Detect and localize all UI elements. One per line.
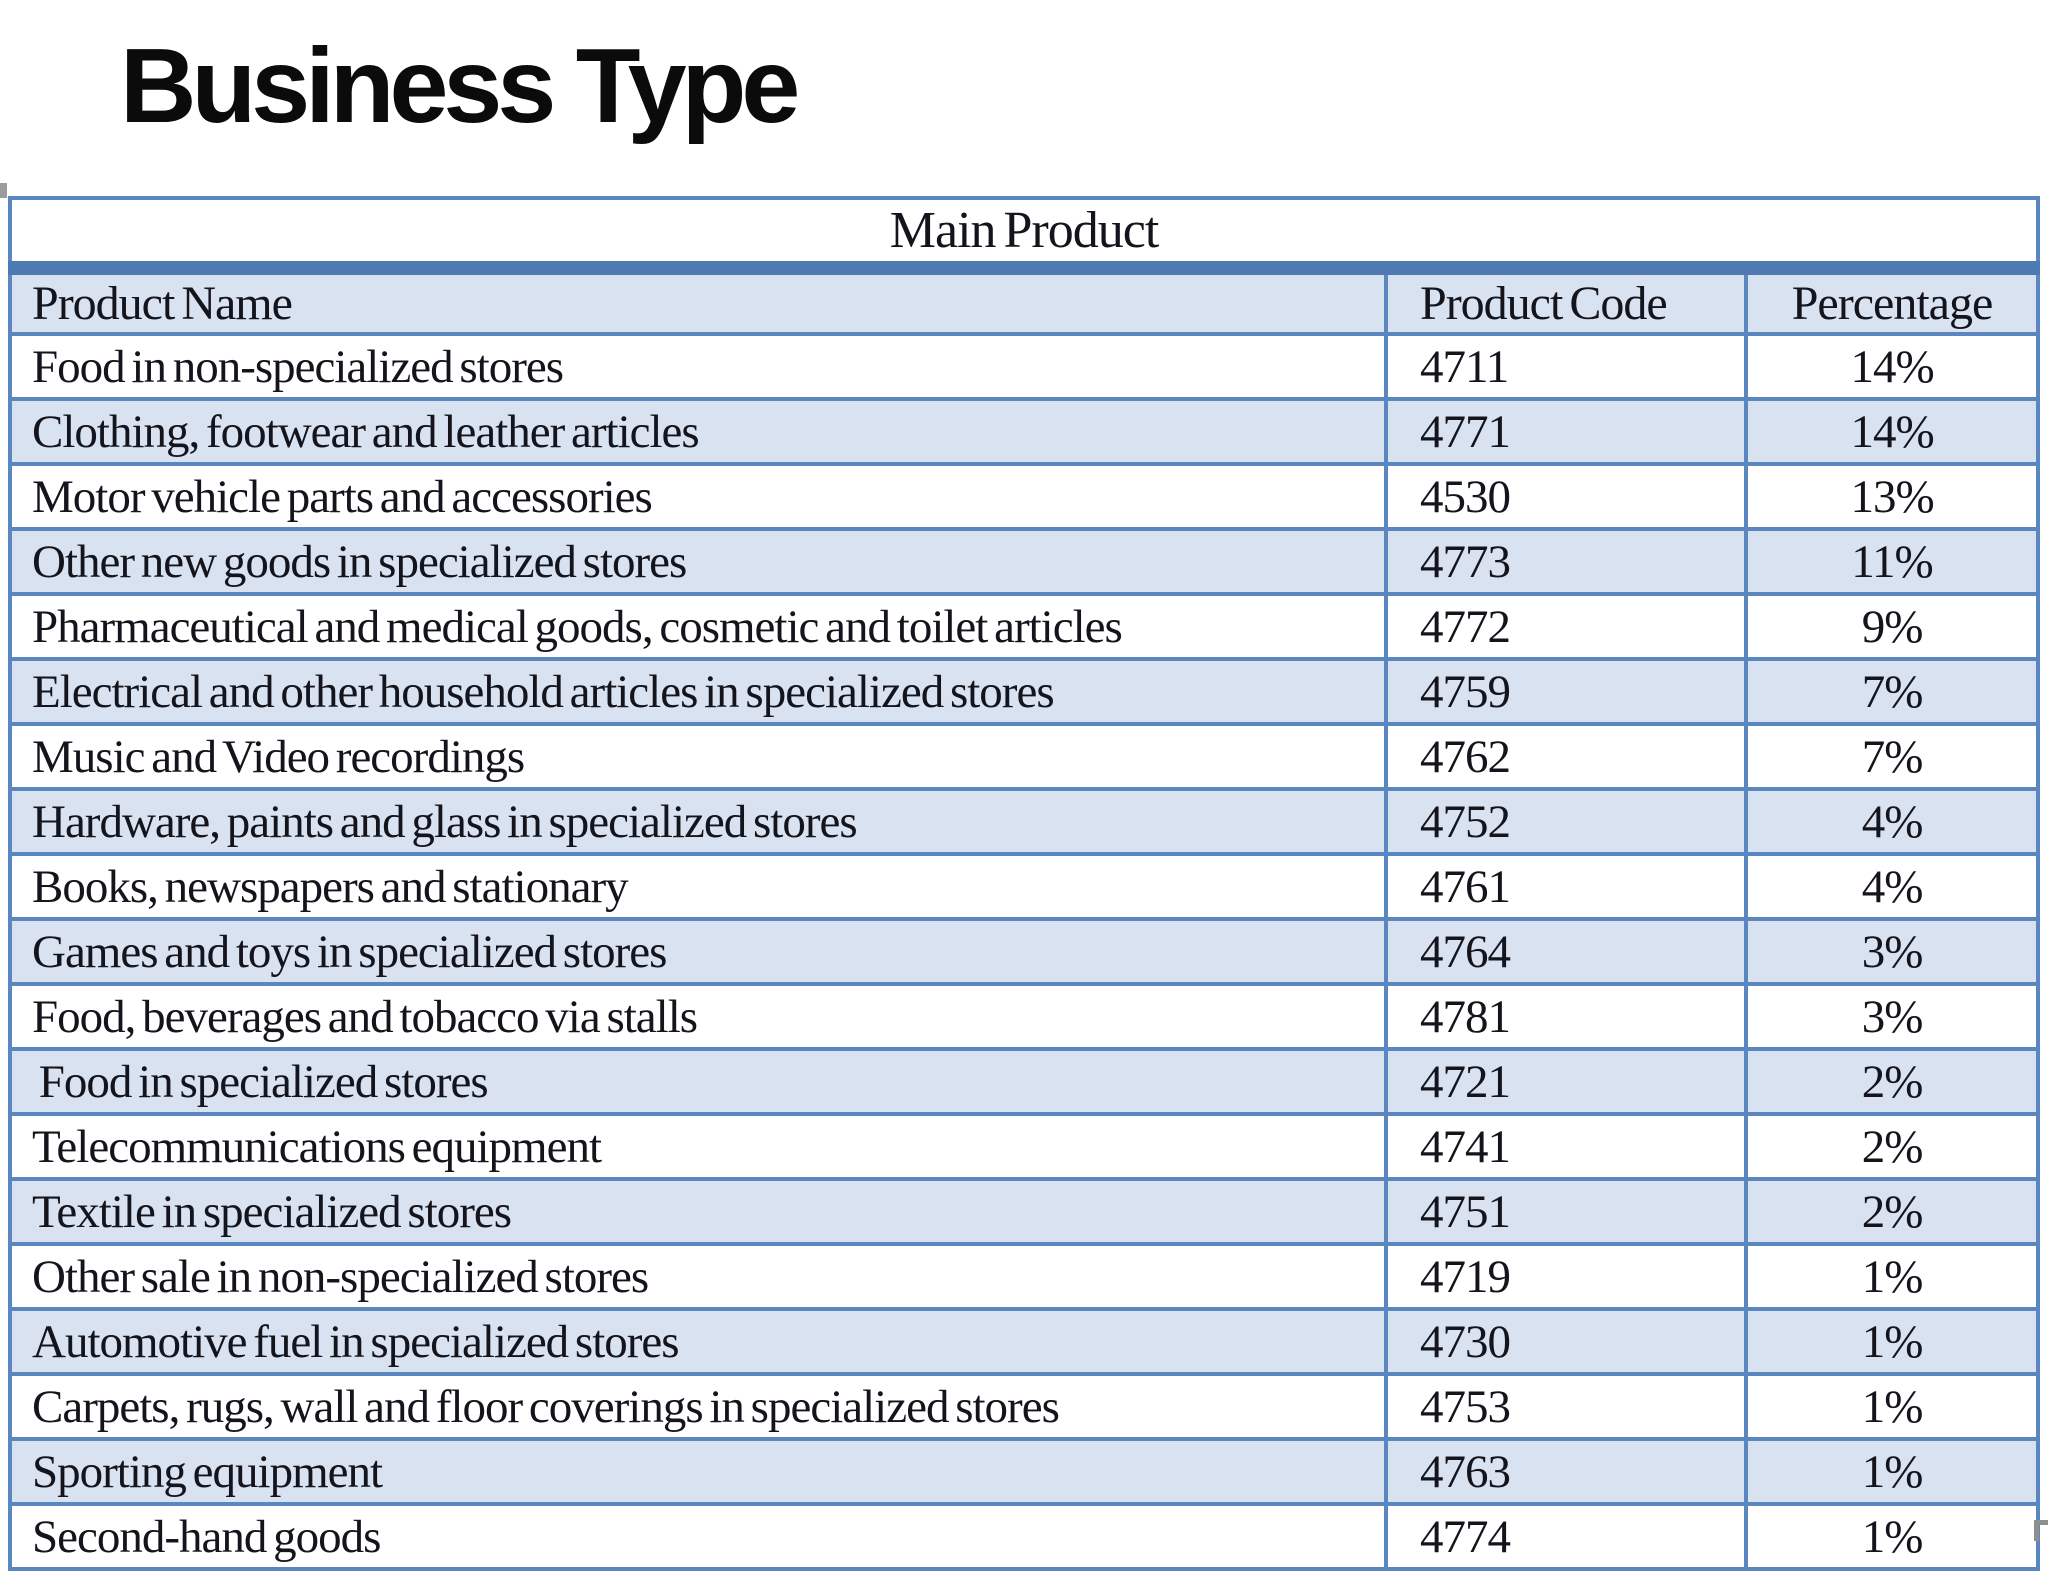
cell-name: Music and Video recordings [8, 722, 1388, 791]
cell-name: Food in specialized stores [8, 1047, 1388, 1116]
table-row: Electrical and other household articles … [8, 657, 2041, 726]
cell-name: Other sale in non-specialized stores [8, 1242, 1388, 1311]
cell-code: 4774 [1384, 1502, 1748, 1571]
cell-code: 4730 [1384, 1307, 1748, 1376]
placeholder-corner-mark-top-left [0, 183, 7, 198]
table-row: Telecommunications equipment 4741 2% [8, 1112, 2041, 1181]
cell-pct: 13% [1743, 462, 2041, 531]
main-product-table: Main Product Product Name Product Code P… [7, 196, 2041, 1571]
cell-name: Carpets, rugs, wall and floor coverings … [8, 1372, 1388, 1441]
cell-code: 4781 [1384, 982, 1748, 1051]
table-title-row: Main Product [7, 196, 2041, 275]
table-title: Main Product [7, 196, 2041, 275]
cell-pct: 9% [1743, 592, 2041, 661]
table-row: Other new goods in specialized stores 477… [8, 527, 2041, 596]
cell-code: 4761 [1384, 852, 1748, 921]
cell-name: Telecommunications equipment [8, 1112, 1388, 1181]
table-row: Food, beverages and tobacco via stalls 47… [8, 982, 2041, 1051]
cell-code: 4753 [1384, 1372, 1748, 1441]
column-header-row: Product Name Product Code Percentage [8, 266, 2041, 336]
cell-name: Textile in specialized stores [8, 1177, 1388, 1246]
cell-code: 4530 [1384, 462, 1748, 531]
cell-pct: 2% [1743, 1177, 2041, 1246]
cell-pct: 1% [1743, 1242, 2041, 1311]
cell-pct: 14% [1743, 397, 2041, 466]
cell-code: 4741 [1384, 1112, 1748, 1181]
table-row: Food in specialized stores 4721 2% [8, 1047, 2041, 1116]
table-row: Hardware, paints and glass in specialize… [8, 787, 2041, 856]
cell-name: Second-hand goods [8, 1502, 1388, 1571]
column-header-product-name: Product Name [8, 266, 1388, 336]
cell-name: Automotive fuel in specialized stores [8, 1307, 1388, 1376]
cell-name: Hardware, paints and glass in specialize… [8, 787, 1388, 856]
cell-pct: 1% [1743, 1502, 2041, 1571]
cell-pct: 2% [1743, 1047, 2041, 1116]
page-title: Business Type [120, 27, 800, 145]
cell-code: 4719 [1384, 1242, 1748, 1311]
cell-pct: 2% [1743, 1112, 2041, 1181]
cell-code: 4759 [1384, 657, 1748, 726]
cell-code: 4771 [1384, 397, 1748, 466]
cell-pct: 3% [1743, 982, 2041, 1051]
table-row: Textile in specialized stores 4751 2% [8, 1177, 2041, 1246]
table-row: Games and toys in specialized stores 4764… [8, 917, 2041, 986]
cell-pct: 7% [1743, 722, 2041, 791]
cell-name: Sporting equipment [8, 1437, 1388, 1506]
placeholder-corner-mark-bottom-right [2034, 1520, 2048, 1541]
table-row: Second-hand goods 4774 1% [8, 1502, 2041, 1571]
table-row: Books, newspapers and stationary 4761 4% [8, 852, 2041, 921]
cell-code: 4711 [1384, 332, 1748, 401]
cell-pct: 7% [1743, 657, 2041, 726]
cell-pct: 1% [1743, 1437, 2041, 1506]
cell-name: Clothing, footwear and leather articles [8, 397, 1388, 466]
cell-code: 4762 [1384, 722, 1748, 791]
cell-pct: 14% [1743, 332, 2041, 401]
cell-name: Pharmaceutical and medical goods, cosmet… [8, 592, 1388, 661]
column-header-product-code: Product Code [1384, 266, 1748, 336]
cell-name: Other new goods in specialized stores [8, 527, 1388, 596]
table-body: Food in non-specialized stores 4711 14% Clo… [8, 332, 2041, 1571]
cell-pct: 4% [1743, 787, 2041, 856]
table-header: Main Product Product Name Product Code P… [7, 196, 2041, 336]
cell-code: 4751 [1384, 1177, 1748, 1246]
table-row: Music and Video recordings 4762 7% [8, 722, 2041, 791]
table-row: Other sale in non-specialized stores 4719… [8, 1242, 2041, 1311]
cell-name: Games and toys in specialized stores [8, 917, 1388, 986]
cell-name: Books, newspapers and stationary [8, 852, 1388, 921]
cell-code: 4764 [1384, 917, 1748, 986]
cell-name: Motor vehicle parts and accessories [8, 462, 1388, 531]
table-row: Food in non-specialized stores 4711 14% [8, 332, 2041, 401]
table-row: Sporting equipment 4763 1% [8, 1437, 2041, 1506]
cell-code: 4752 [1384, 787, 1748, 856]
cell-code: 4721 [1384, 1047, 1748, 1116]
cell-code: 4772 [1384, 592, 1748, 661]
cell-name: Food in non-specialized stores [8, 332, 1388, 401]
cell-name: Electrical and other household articles … [8, 657, 1388, 726]
table-row: Carpets, rugs, wall and floor coverings … [8, 1372, 2041, 1441]
cell-pct: 3% [1743, 917, 2041, 986]
cell-pct: 11% [1743, 527, 2041, 596]
cell-pct: 1% [1743, 1307, 2041, 1376]
cell-pct: 1% [1743, 1372, 2041, 1441]
cell-name: Food, beverages and tobacco via stalls [8, 982, 1388, 1051]
table-row: Motor vehicle parts and accessories 4530 1… [8, 462, 2041, 531]
cell-pct: 4% [1743, 852, 2041, 921]
table-row: Clothing, footwear and leather articles 4… [8, 397, 2041, 466]
column-header-percentage: Percentage [1743, 266, 2041, 336]
table-row: Automotive fuel in specialized stores 473… [8, 1307, 2041, 1376]
cell-code: 4773 [1384, 527, 1748, 596]
table-row: Pharmaceutical and medical goods, cosmet… [8, 592, 2041, 661]
cell-code: 4763 [1384, 1437, 1748, 1506]
